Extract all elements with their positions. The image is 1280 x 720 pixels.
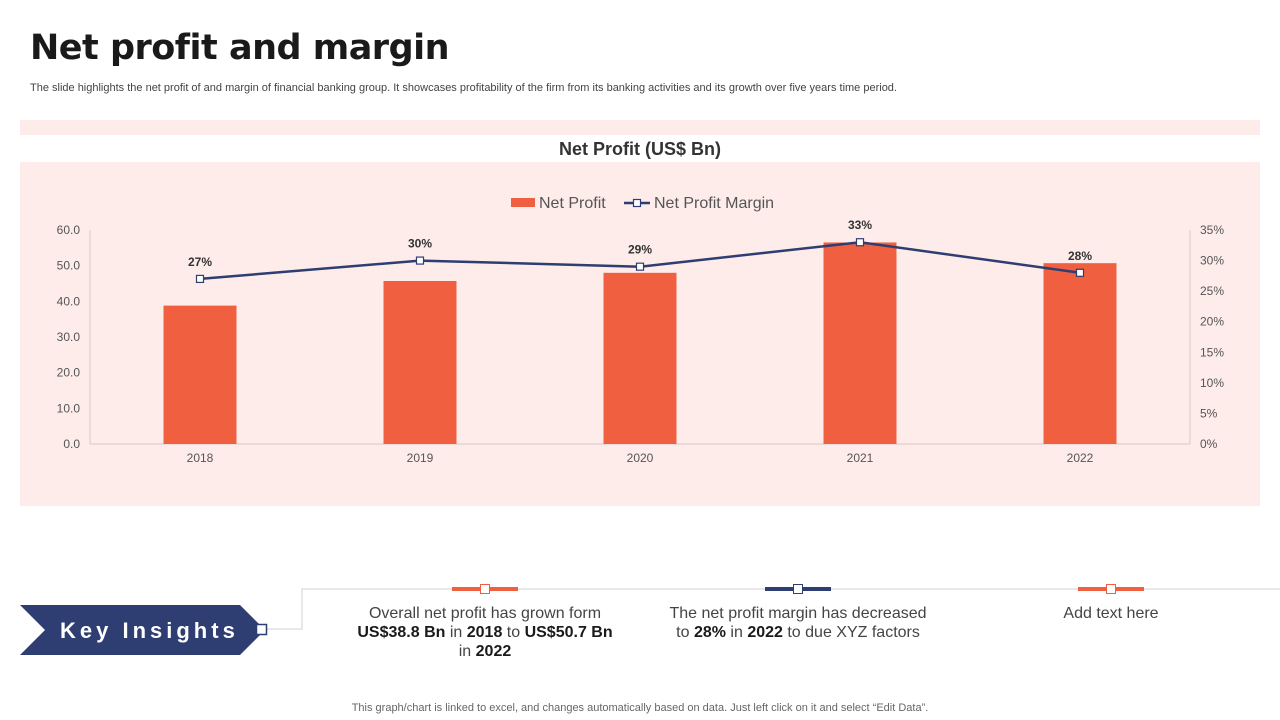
slide-title: Net profit and margin [30,28,450,68]
insight-text-3: Add text here [1063,605,1159,622]
legend-swatch-margin-marker [632,198,642,208]
y-left-tick-label: 10.0 [57,401,81,415]
data-label-margin-2018: 27% [188,255,212,269]
bar-net-profit-2020 [603,272,677,444]
insight-marker [793,584,803,594]
y-right-tick-label: 0% [1200,437,1218,451]
legend-swatch-net-profit [511,198,535,207]
insight-text-1: Overall net profit has grown form US$38.… [357,605,613,660]
insight-marker [1106,584,1116,594]
point-margin-2022 [1075,268,1085,277]
y-right-tick-label: 15% [1200,345,1224,359]
x-tick-label: 2020 [627,451,654,465]
y-left-tick-label: 30.0 [57,330,81,344]
bar-net-profit-2021 [823,242,897,444]
data-label-margin-2021: 33% [848,218,872,232]
slide-subtitle: The slide highlights the net profit of a… [30,82,897,94]
y-left-tick-label: 50.0 [57,259,81,273]
y-left-tick-label: 20.0 [57,366,81,380]
data-label-margin-2020: 29% [628,243,652,257]
point-margin-2019 [415,256,425,265]
point-margin-2020 [635,262,645,271]
y-right-tick-label: 5% [1200,406,1218,420]
bar-net-profit-2019 [383,281,457,444]
y-right-tick-label: 25% [1200,284,1224,298]
x-tick-label: 2021 [847,451,874,465]
bar-net-profit-2018 [163,305,237,444]
data-label-margin-2019: 30% [408,237,432,251]
y-right-tick-label: 35% [1200,223,1224,237]
y-left-tick-label: 60.0 [57,223,81,237]
chart-panel[interactable]: 0.0 10.0 20.0 30.0 40.0 50.0 60.0 0% 5% 10% 15% 20%… [20,162,1260,506]
key-insights-marker [255,623,268,636]
x-tick-label: 2018 [187,451,214,465]
insight-marker [480,584,490,594]
point-margin-2018 [195,274,205,284]
data-label-margin-2022: 28% [1068,249,1092,263]
key-insights-label: Key Insights [60,618,239,643]
net-profit-chart[interactable]: 0.0 10.0 20.0 30.0 40.0 50.0 60.0 0% 5% 10% 15% 20%… [20,162,1260,506]
insight-text-2: The net profit margin has decreased to 2… [669,605,927,641]
y-right-tick-label: 30% [1200,254,1224,268]
chart-title: Net Profit (US$ Bn) [559,139,721,159]
point-margin-2021 [855,238,865,247]
x-tick-label: 2022 [1067,451,1094,465]
y-right-tick-label: 20% [1200,315,1224,329]
legend-label-net-profit-margin: Net Profit Margin [654,195,774,212]
chart-header-band [20,120,1260,135]
y-left-tick-label: 40.0 [57,294,81,308]
footnote: This graph/chart is linked to excel, and… [351,702,929,714]
legend-label-net-profit: Net Profit [539,195,606,212]
x-tick-label: 2019 [407,451,434,465]
key-insights-banner [20,605,265,655]
y-right-tick-label: 10% [1200,376,1224,390]
bar-net-profit-2022 [1043,263,1117,444]
y-left-tick-label: 0.0 [63,437,80,451]
